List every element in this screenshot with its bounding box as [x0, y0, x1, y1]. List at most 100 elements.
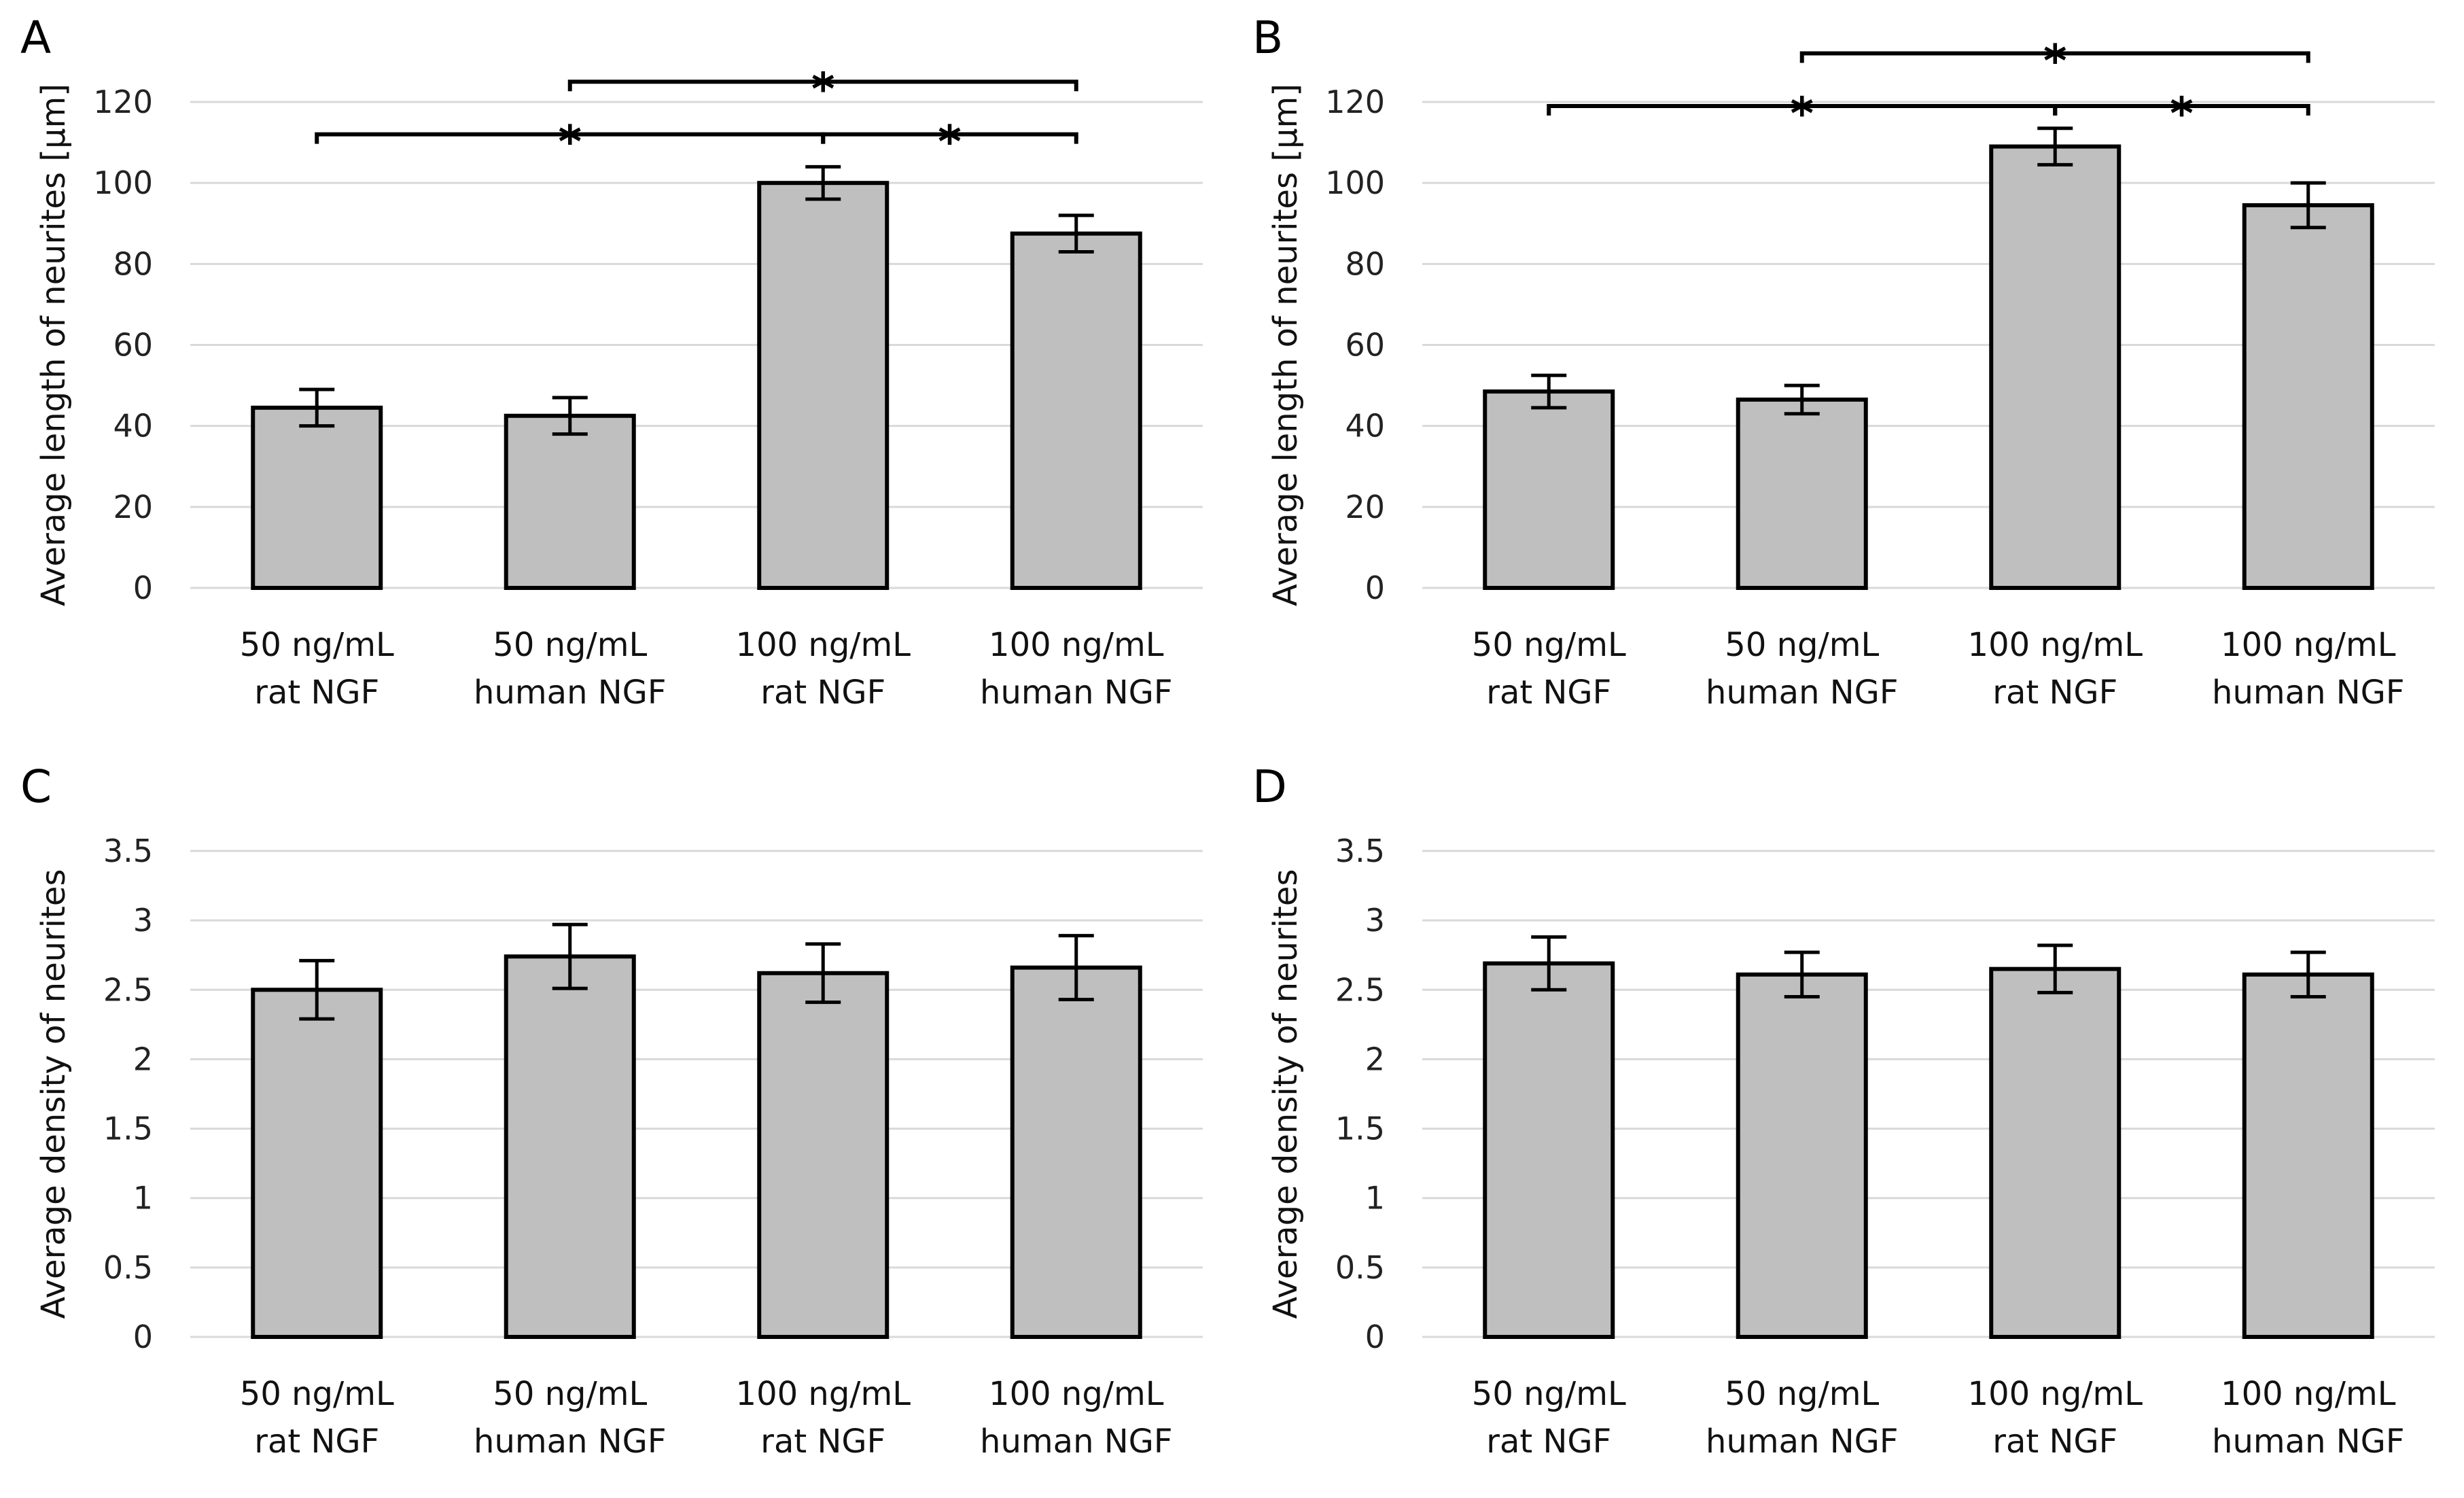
y-tick-label: 0	[1365, 1319, 1385, 1355]
error-bar	[2037, 126, 2073, 167]
significance-bracket	[1799, 51, 2310, 63]
y-axis-label: Average length of neurites [µm]	[35, 84, 73, 606]
bar	[1736, 397, 1868, 590]
bar	[1989, 144, 2122, 590]
category-label: human NGF	[474, 674, 666, 712]
error-bar	[2290, 181, 2326, 230]
chart-panel-d: D 0 0.5 1 1.5 2 2.5 3 3.5 Average density of neur…	[1232, 749, 2464, 1498]
category-label: rat NGF	[760, 1423, 885, 1461]
error-bar	[1531, 373, 1567, 410]
category-label: 100 ng/mL	[2221, 626, 2396, 664]
category-label: human NGF	[2212, 1423, 2404, 1461]
bar	[1483, 389, 1615, 590]
category-label: rat NGF	[760, 674, 885, 712]
error-bar	[1058, 213, 1094, 254]
y-tick-label: 2.5	[1335, 971, 1385, 1008]
category-label: 100 ng/mL	[1968, 626, 2143, 664]
y-tick-label: 40	[1345, 408, 1385, 445]
y-tick-label: 0.5	[103, 1249, 153, 1286]
y-tick-label: 3.5	[1335, 833, 1385, 869]
y-tick-label: 60	[113, 327, 153, 364]
y-tick-label: 120	[93, 84, 153, 120]
y-tick-label: 20	[113, 489, 153, 525]
y-tick-label: 1	[1365, 1180, 1385, 1217]
bar	[2242, 203, 2374, 590]
bar	[251, 405, 383, 591]
bar	[757, 971, 890, 1339]
y-tick-label: 0	[133, 570, 153, 606]
significance-star: *	[2170, 88, 2194, 140]
y-tick-label: 2	[1365, 1041, 1385, 1077]
category-label: 100 ng/mL	[1968, 1375, 2143, 1413]
error-bar	[1784, 383, 1820, 416]
y-tick-label: 0	[133, 1319, 153, 1355]
bar	[504, 413, 636, 590]
bar	[757, 181, 890, 590]
y-tick-label: 2	[133, 1041, 153, 1077]
error-bar	[805, 942, 841, 1005]
significance-star: *	[811, 63, 835, 116]
y-axis-label: Average length of neurites [µm]	[1267, 84, 1305, 606]
y-tick-label: 40	[113, 408, 153, 445]
category-label: 50 ng/mL	[1725, 1375, 1879, 1413]
category-label: 50 ng/mL	[1725, 626, 1879, 664]
y-tick-label: 1.5	[103, 1111, 153, 1147]
error-bar	[299, 387, 335, 428]
category-label: rat NGF	[1486, 674, 1611, 712]
chart-svg: B 0 20 40 60 80 100 120 Average length of neurit…	[1252, 12, 2435, 712]
y-tick-label: 1	[133, 1180, 153, 1217]
category-label: 100 ng/mL	[989, 626, 1164, 664]
bar	[504, 954, 636, 1339]
y-tick-label: 3	[133, 902, 153, 939]
bar	[1736, 972, 1868, 1340]
y-tick-label: 0.5	[1335, 1249, 1385, 1286]
category-label: human NGF	[980, 674, 1172, 712]
panel-letter: B	[1252, 12, 1283, 64]
significance-bracket	[821, 132, 1078, 144]
error-bar	[552, 922, 588, 990]
significance-bracket	[567, 80, 1078, 92]
significance-star: *	[558, 116, 582, 169]
y-tick-label: 20	[1345, 489, 1385, 525]
category-label: human NGF	[2212, 674, 2404, 712]
bar	[2242, 972, 2374, 1340]
significance-star: *	[1790, 88, 1814, 140]
y-tick-label: 3.5	[103, 833, 153, 869]
y-tick-label: 80	[1345, 245, 1385, 282]
category-label: 100 ng/mL	[989, 1375, 1164, 1413]
category-label: 100 ng/mL	[736, 1375, 911, 1413]
error-bar	[2037, 943, 2073, 994]
y-tick-label: 80	[113, 245, 153, 282]
y-tick-label: 1.5	[1335, 1111, 1385, 1147]
category-label: rat NGF	[1486, 1423, 1611, 1461]
chart-svg: C 0 0.5 1 1.5 2 2.5 3 3.5 Average density of neur…	[20, 761, 1203, 1461]
error-bar	[552, 396, 588, 436]
category-label: rat NGF	[1992, 674, 2117, 712]
y-tick-label: 100	[1325, 164, 1385, 201]
category-label: 50 ng/mL	[1472, 626, 1626, 664]
y-tick-label: 0	[1365, 570, 1385, 606]
category-label: 50 ng/mL	[493, 626, 647, 664]
category-label: rat NGF	[254, 674, 379, 712]
category-label: 50 ng/mL	[240, 626, 394, 664]
error-bar	[1531, 935, 1567, 992]
category-label: human NGF	[474, 1423, 666, 1461]
panel-letter: A	[20, 12, 51, 64]
error-bar	[299, 958, 335, 1021]
error-bar	[1058, 934, 1094, 1002]
panel-letter: C	[20, 761, 52, 813]
category-label: 50 ng/mL	[240, 1375, 394, 1413]
panel-letter: D	[1252, 761, 1287, 813]
error-bar	[1784, 950, 1820, 998]
category-label: human NGF	[980, 1423, 1172, 1461]
bar	[251, 988, 383, 1339]
bar	[1483, 961, 1615, 1339]
significance-star: *	[938, 116, 962, 169]
chart-panel-c: C 0 0.5 1 1.5 2 2.5 3 3.5 Average density of neur…	[0, 749, 1232, 1498]
category-label: human NGF	[1706, 674, 1898, 712]
chart-svg: A 0 20 40 60 80 100 120 Average length of neurit…	[20, 12, 1203, 712]
y-tick-label: 2.5	[103, 971, 153, 1008]
chart-panel-a: A 0 20 40 60 80 100 120 Average length of neurit…	[0, 0, 1232, 749]
y-tick-label: 60	[1345, 327, 1385, 364]
y-tick-label: 3	[1365, 902, 1385, 939]
